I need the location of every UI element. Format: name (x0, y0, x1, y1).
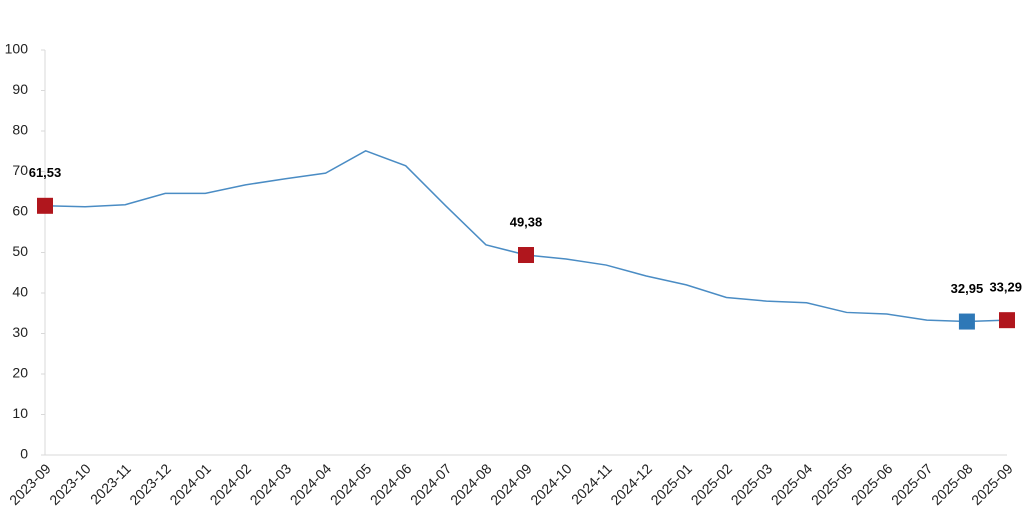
x-tick-label: 2023-12 (126, 460, 174, 508)
x-tick-label: 2024-06 (367, 460, 415, 508)
y-tick-label: 50 (12, 243, 28, 259)
x-tick-label: 2025-07 (888, 460, 936, 508)
x-tick-label: 2024-10 (527, 460, 575, 508)
y-tick-label: 70 (12, 162, 28, 178)
x-tick-label: 2025-09 (968, 460, 1016, 508)
x-tick-label: 2025-03 (728, 460, 776, 508)
x-tick-label: 2023-11 (87, 460, 134, 507)
x-tick-label: 2024-07 (407, 460, 455, 508)
x-tick-label: 2025-08 (928, 460, 976, 508)
marker (999, 312, 1015, 329)
x-tick-label: 2025-01 (647, 460, 695, 508)
x-tick-label: 2024-01 (166, 460, 214, 508)
x-tick-label: 2024-05 (327, 460, 375, 508)
value-label: 33,29 (989, 280, 1022, 295)
value-label: 32,95 (951, 281, 984, 296)
y-tick-label: 0 (20, 446, 28, 462)
y-tick-label: 30 (12, 324, 28, 340)
y-tick-label: 100 (5, 41, 29, 57)
x-tick-label: 2025-02 (688, 460, 736, 508)
x-tick-label: 2024-03 (247, 460, 295, 508)
x-tick-label: 2024-11 (568, 460, 615, 507)
y-tick-label: 40 (12, 284, 28, 300)
marker (958, 313, 975, 330)
x-tick-label: 2024-12 (607, 460, 655, 508)
x-tick-label: 2023-09 (6, 460, 54, 508)
value-label: 61,53 (29, 165, 62, 180)
x-tick-label: 2024-04 (287, 460, 335, 508)
x-tick-label: 2024-09 (487, 460, 535, 508)
x-tick-label: 2025-04 (768, 460, 816, 508)
x-tick-label: 2024-08 (447, 460, 495, 508)
value-label: 49,38 (510, 214, 543, 229)
x-tick-label: 2025-06 (848, 460, 896, 508)
y-tick-label: 60 (12, 203, 28, 219)
y-tick-label: 80 (12, 122, 28, 138)
y-tick-label: 90 (12, 81, 28, 97)
x-tick-label: 2023-10 (46, 460, 94, 508)
marker (37, 197, 53, 214)
line (44, 150, 1008, 323)
y-tick-label: 10 (12, 405, 28, 421)
x-tick-label: 2025-05 (808, 460, 856, 508)
x-tick-label: 2024-02 (207, 460, 255, 508)
marker (518, 247, 534, 264)
y-tick-label: 20 (12, 365, 28, 381)
